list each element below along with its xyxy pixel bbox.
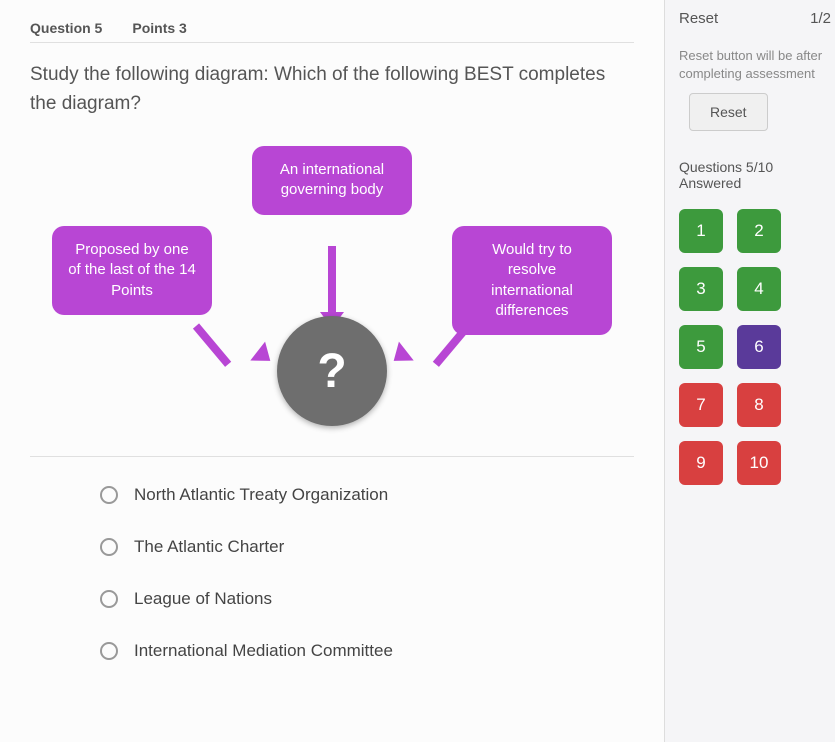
arrow-right	[433, 323, 471, 366]
question-cell-6[interactable]: 6	[737, 325, 781, 369]
option-label: League of Nations	[134, 589, 272, 609]
question-cell-9[interactable]: 9	[679, 441, 723, 485]
question-cell-1[interactable]: 1	[679, 209, 723, 253]
diagram-center: ?	[277, 316, 387, 426]
question-cell-4[interactable]: 4	[737, 267, 781, 311]
concept-diagram: An international governing body Proposed…	[52, 136, 612, 436]
arrow-right-head	[386, 342, 413, 371]
reset-note: Reset button will be after completing as…	[679, 47, 835, 83]
option-label: The Atlantic Charter	[134, 537, 284, 557]
arrow-top	[328, 246, 336, 316]
reset-counter: 1/2	[810, 10, 831, 27]
reset-button[interactable]: Reset	[689, 93, 768, 131]
diagram-node-left: Proposed by one of the last of the 14 Po…	[52, 226, 212, 315]
question-header: Question 5 Points 3	[30, 20, 634, 43]
option-b[interactable]: The Atlantic Charter	[100, 537, 634, 557]
progress-label: Questions 5/10 Answered	[679, 159, 835, 191]
sidebar: Reset 1/2 Reset button will be after com…	[665, 0, 835, 742]
question-number: Question 5	[30, 20, 102, 36]
option-c[interactable]: League of Nations	[100, 589, 634, 609]
question-cell-7[interactable]: 7	[679, 383, 723, 427]
option-a[interactable]: North Atlantic Treaty Organization	[100, 485, 634, 505]
radio-icon	[100, 538, 118, 556]
answer-options: North Atlantic Treaty Organization The A…	[30, 456, 634, 661]
option-label: North Atlantic Treaty Organization	[134, 485, 388, 505]
sidebar-top: Reset 1/2	[679, 10, 835, 27]
question-cell-10[interactable]: 10	[737, 441, 781, 485]
diagram-node-top: An international governing body	[252, 146, 412, 215]
option-d[interactable]: International Mediation Committee	[100, 641, 634, 661]
radio-icon	[100, 486, 118, 504]
arrow-left-head	[250, 342, 277, 371]
question-cell-8[interactable]: 8	[737, 383, 781, 427]
radio-icon	[100, 590, 118, 608]
question-cell-2[interactable]: 2	[737, 209, 781, 253]
option-label: International Mediation Committee	[134, 641, 393, 661]
diagram-node-right: Would try to resolve international diffe…	[452, 226, 612, 335]
question-grid: 123456789 10	[679, 209, 835, 485]
question-cell-5[interactable]: 5	[679, 325, 723, 369]
arrow-left	[193, 323, 231, 366]
reset-label: Reset	[679, 10, 718, 27]
radio-icon	[100, 642, 118, 660]
question-panel: Question 5 Points 3 Study the following …	[0, 0, 665, 742]
question-prompt: Study the following diagram: Which of th…	[30, 61, 634, 118]
question-points: Points 3	[132, 20, 186, 36]
question-cell-3[interactable]: 3	[679, 267, 723, 311]
